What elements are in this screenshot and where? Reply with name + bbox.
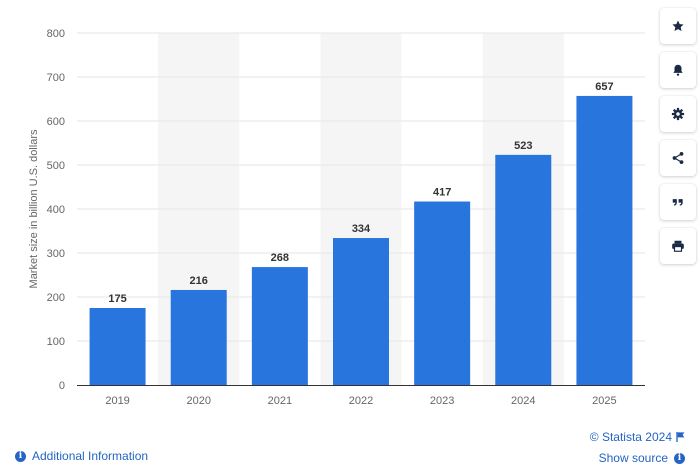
x-axis-ticks: 2019 2020 2021 2022 2023 2024 2025 (105, 395, 616, 407)
gear-icon (671, 107, 685, 121)
bar[interactable] (576, 95, 633, 386)
share-button[interactable] (660, 140, 696, 176)
data-label: 657 (595, 81, 613, 93)
additional-information-label: Additional Information (32, 449, 149, 463)
y-tick-label: 300 (47, 248, 65, 260)
data-label: 334 (352, 223, 371, 235)
data-label: 523 (514, 140, 532, 152)
bar[interactable] (333, 238, 389, 385)
x-tick-label: 2021 (268, 395, 292, 407)
y-tick-label: 0 (59, 380, 65, 392)
show-source-label: Show source (598, 451, 668, 465)
info-icon: i (674, 452, 685, 464)
y-tick-label: 400 (47, 204, 65, 216)
bar[interactable] (495, 154, 552, 385)
data-labels: 175 216 268 334 417 523 657 (108, 81, 613, 305)
star-icon (672, 20, 684, 32)
info-icon: i (15, 450, 26, 462)
bar[interactable] (89, 308, 146, 385)
data-label: 216 (190, 275, 208, 287)
x-tick-label: 2019 (105, 395, 129, 407)
notifications-button[interactable] (660, 52, 696, 88)
settings-button[interactable] (660, 96, 696, 132)
x-tick-label: 2025 (592, 395, 616, 407)
print-icon (672, 240, 684, 252)
show-source-link[interactable]: Show source i (599, 451, 685, 465)
chart-toolbar (660, 8, 696, 264)
y-tick-label: 800 (47, 28, 65, 40)
additional-information-link[interactable]: i Additional Information (15, 449, 148, 463)
flag-icon (676, 432, 685, 442)
y-tick-label: 600 (47, 116, 65, 128)
y-axis-title: Market size in billion U.S. dollars (28, 129, 40, 288)
bar[interactable] (414, 201, 471, 385)
y-tick-label: 700 (47, 72, 65, 84)
y-tick-label: 200 (47, 292, 65, 304)
x-tick-label: 2023 (430, 395, 454, 407)
x-tick-label: 2022 (349, 395, 373, 407)
y-axis-ticks: 0 100 200 300 400 500 600 700 800 (47, 28, 65, 392)
share-icon (672, 152, 684, 164)
bars (89, 95, 633, 386)
copyright-text: © Statista 2024 (589, 430, 672, 444)
y-tick-label: 500 (47, 160, 65, 172)
favorite-button[interactable] (660, 8, 696, 44)
print-button[interactable] (660, 228, 696, 264)
bell-icon (673, 64, 683, 76)
y-tick-label: 100 (47, 336, 65, 348)
cite-button[interactable] (660, 184, 696, 220)
data-label: 268 (271, 252, 289, 264)
copyright-note: © Statista 2024 (590, 430, 685, 444)
x-tick-label: 2024 (511, 395, 535, 407)
data-label: 175 (108, 293, 126, 305)
bar[interactable] (251, 267, 308, 385)
data-label: 417 (433, 187, 451, 199)
quote-icon (672, 199, 683, 206)
x-tick-label: 2020 (186, 395, 210, 407)
bar[interactable] (170, 289, 227, 385)
